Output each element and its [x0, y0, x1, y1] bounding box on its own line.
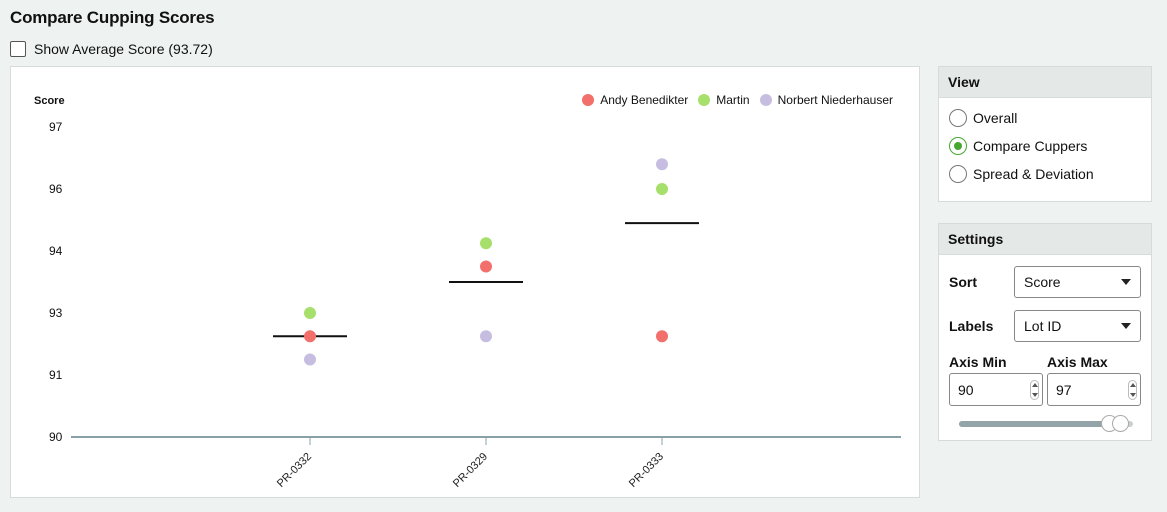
view-option-label: Overall	[973, 110, 1018, 126]
labels-label: Labels	[949, 318, 994, 334]
axis-min-input[interactable]: 90	[949, 373, 1043, 406]
radio-overall[interactable]	[949, 109, 967, 127]
y-tick-label: 96	[49, 182, 63, 196]
show-average-checkbox[interactable]	[10, 41, 26, 57]
sort-row: Sort	[949, 266, 977, 298]
sort-label: Sort	[949, 274, 977, 290]
score-point	[304, 330, 316, 343]
score-point	[304, 353, 316, 366]
view-option-overall[interactable]: Overall	[949, 104, 1141, 132]
y-axis-label: Score	[34, 95, 65, 107]
settings-panel-title: Settings	[939, 224, 1151, 255]
score-point	[656, 158, 668, 171]
view-option-label: Compare Cuppers	[973, 138, 1088, 154]
stepper-icon[interactable]	[1128, 380, 1137, 400]
legend-label-andy: Andy Benedikter	[600, 93, 689, 107]
sort-value: Score	[1024, 274, 1061, 290]
settings-panel: Settings Sort Score Labels Lot ID Axis M…	[938, 223, 1152, 441]
legend-label-martin: Martin	[716, 93, 750, 107]
axis-max-value: 97	[1056, 381, 1072, 398]
score-point	[480, 330, 492, 343]
chevron-down-icon	[1121, 323, 1131, 329]
x-tick-label: PR-0332	[275, 451, 314, 490]
radio-compare-cuppers[interactable]	[949, 137, 967, 155]
legend-dot-andy	[582, 94, 595, 106]
x-tick-label: PR-0329	[451, 451, 490, 490]
axis-max-label: Axis Max	[1047, 354, 1108, 370]
x-tick-label: PR-0333	[627, 451, 666, 490]
score-point	[480, 237, 492, 250]
view-panel-title: View	[939, 67, 1151, 98]
chart-panel: Score 97 96 94 93 91 90 PR-0332 PR-0329 PR-0333 A…	[10, 66, 920, 498]
view-option-compare-cuppers[interactable]: Compare Cuppers	[949, 132, 1141, 160]
legend-dot-norbert	[759, 94, 772, 106]
slider-thumb-max[interactable]	[1112, 415, 1129, 432]
labels-row: Labels	[949, 310, 993, 342]
axis-max-input[interactable]: 97	[1047, 373, 1141, 406]
score-point	[304, 307, 316, 319]
chart-legend: Andy Benedikter Martin Norbert Niederhau…	[582, 93, 893, 107]
score-point	[656, 183, 668, 195]
view-option-label: Spread & Deviation	[973, 166, 1094, 182]
labels-value: Lot ID	[1024, 318, 1062, 334]
radio-spread-deviation[interactable]	[949, 165, 967, 183]
axis-min-value: 90	[958, 381, 974, 398]
y-tick-label: 93	[49, 306, 63, 320]
page-title: Compare Cupping Scores	[10, 8, 215, 27]
score-point	[656, 330, 668, 343]
y-tick-label: 94	[49, 244, 63, 258]
chevron-down-icon	[1121, 279, 1131, 285]
score-point	[480, 260, 492, 273]
show-average-label: Show Average Score (93.72)	[34, 41, 213, 57]
labels-select[interactable]: Lot ID	[1014, 310, 1141, 342]
y-tick-label: 91	[49, 368, 63, 382]
y-tick-label: 90	[49, 430, 63, 444]
legend-dot-martin	[698, 94, 711, 106]
legend-item-andy: Andy Benedikter	[582, 93, 688, 107]
scores-chart: Score 97 96 94 93 91 90 PR-0332 PR-0329 PR-0333	[34, 95, 901, 490]
show-average-toggle[interactable]: Show Average Score (93.72)	[10, 41, 213, 57]
view-option-spread-deviation[interactable]: Spread & Deviation	[949, 160, 1141, 188]
y-tick-label: 97	[49, 120, 63, 134]
legend-label-norbert: Norbert Niederhauser	[777, 93, 893, 107]
slider-fill	[959, 421, 1115, 427]
axis-range-slider[interactable]	[959, 415, 1133, 432]
legend-item-norbert: Norbert Niederhauser	[759, 93, 893, 107]
stepper-icon[interactable]	[1030, 380, 1039, 400]
view-panel: View Overall Compare Cuppers Spread & De…	[938, 66, 1152, 202]
sort-select[interactable]: Score	[1014, 266, 1141, 298]
legend-item-martin: Martin	[698, 93, 750, 107]
axis-min-label: Axis Min	[949, 354, 1007, 370]
